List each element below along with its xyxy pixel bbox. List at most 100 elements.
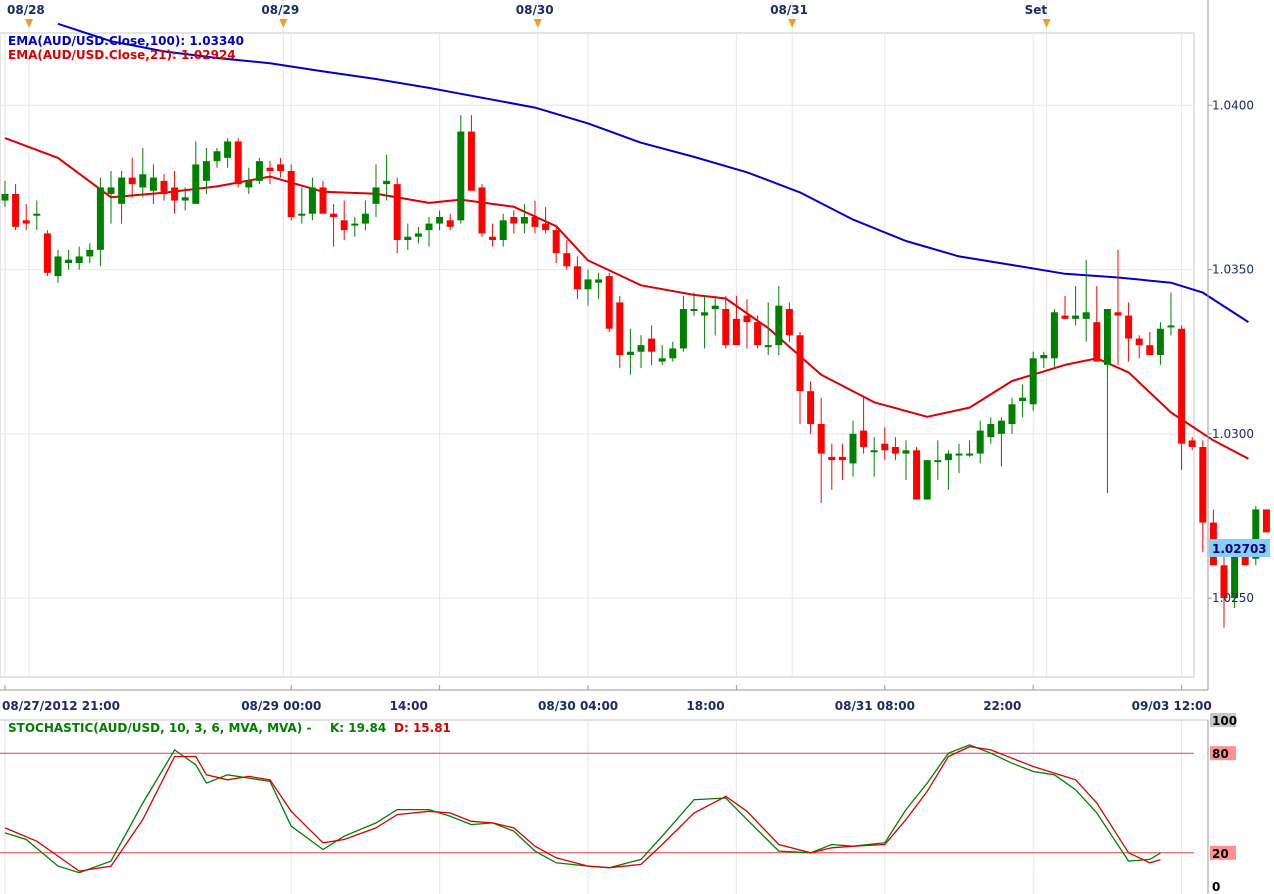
candle bbox=[902, 440, 910, 480]
candle-body bbox=[701, 312, 709, 316]
candle bbox=[976, 420, 984, 464]
candle-body bbox=[966, 453, 974, 456]
candle bbox=[425, 217, 433, 247]
candle-body bbox=[1199, 447, 1207, 523]
candle-body bbox=[171, 187, 179, 201]
candle bbox=[690, 292, 698, 316]
candle-body bbox=[1103, 309, 1111, 365]
candle bbox=[499, 213, 507, 247]
candle-body bbox=[817, 424, 825, 454]
day-marker-triangle bbox=[788, 19, 797, 28]
candle bbox=[245, 167, 253, 194]
candle bbox=[1199, 440, 1207, 553]
candle-body bbox=[881, 443, 889, 451]
candle bbox=[171, 171, 179, 214]
candle bbox=[542, 207, 550, 234]
candle bbox=[1, 180, 9, 208]
candle bbox=[531, 200, 539, 234]
candle-body bbox=[192, 164, 200, 204]
time-tick-label: 22:00 bbox=[983, 699, 1021, 713]
candle-body bbox=[732, 318, 740, 346]
candle bbox=[1114, 249, 1122, 365]
day-marker-label: Set bbox=[1025, 3, 1048, 17]
candle bbox=[340, 200, 348, 240]
time-tick-label: 08/30 04:00 bbox=[538, 699, 618, 713]
candle bbox=[139, 148, 147, 198]
candle-body bbox=[425, 223, 433, 231]
candle-body bbox=[1029, 358, 1037, 405]
candle-body bbox=[1114, 312, 1122, 316]
candle bbox=[414, 226, 422, 244]
candle bbox=[22, 203, 30, 231]
candle-body bbox=[298, 213, 306, 216]
ema-100-label: EMA(AUD/USD.Close,100): 1.03340 bbox=[8, 34, 244, 48]
candle bbox=[584, 269, 592, 306]
candle-body bbox=[330, 213, 338, 217]
stochastic-axis: 0 20 80 100 bbox=[1207, 713, 1237, 894]
candle bbox=[192, 141, 200, 204]
candle-body bbox=[1146, 345, 1154, 355]
stochastic-tick-label: 100 bbox=[1212, 714, 1237, 728]
candle-body bbox=[33, 213, 41, 216]
candle-body bbox=[1125, 315, 1133, 339]
candle-body bbox=[828, 456, 836, 461]
candle-body bbox=[1156, 328, 1164, 355]
candle-body bbox=[499, 220, 507, 240]
candlestick-layer bbox=[1, 115, 1270, 628]
candle bbox=[54, 249, 62, 283]
candle bbox=[202, 148, 210, 194]
candle-body bbox=[372, 187, 380, 204]
candle-body bbox=[107, 187, 115, 194]
stochastic-tick-label: 0 bbox=[1212, 880, 1220, 894]
ema-legend: EMA(AUD/USD.Close,100): 1.03340 EMA(AUD/… bbox=[8, 34, 244, 62]
candle-body bbox=[616, 302, 624, 355]
candle-body bbox=[944, 453, 952, 461]
candle-body bbox=[245, 180, 253, 188]
time-tick-label: 08/31 08:00 bbox=[835, 699, 915, 713]
candle-body bbox=[202, 161, 210, 181]
candle bbox=[510, 210, 518, 234]
candle bbox=[234, 138, 242, 188]
candle bbox=[224, 138, 232, 168]
candle bbox=[817, 397, 825, 503]
candle-body bbox=[955, 453, 963, 456]
candle-body bbox=[923, 460, 931, 500]
candle-body bbox=[308, 187, 316, 214]
candle bbox=[160, 174, 168, 201]
candle bbox=[616, 295, 624, 369]
candle bbox=[573, 256, 581, 300]
candle bbox=[913, 447, 921, 500]
candle-body bbox=[404, 236, 412, 240]
candle bbox=[1220, 552, 1228, 628]
day-marker-label: 08/28 bbox=[7, 3, 45, 17]
candle bbox=[1082, 259, 1090, 342]
candle bbox=[478, 184, 486, 237]
candle bbox=[754, 315, 762, 349]
candle bbox=[75, 246, 83, 270]
candle-body bbox=[65, 259, 73, 263]
time-tick-label: 18:00 bbox=[686, 699, 724, 713]
candle bbox=[457, 115, 465, 224]
candle-body bbox=[86, 249, 94, 257]
stochastic-d-line bbox=[4, 745, 1161, 872]
candle bbox=[870, 437, 878, 477]
last-price-badge bbox=[1209, 539, 1270, 557]
candle bbox=[128, 157, 136, 198]
price-gridlines bbox=[0, 0, 1194, 677]
candle-body bbox=[383, 180, 391, 185]
candle-body bbox=[658, 358, 666, 362]
candle bbox=[1019, 384, 1027, 418]
candle-body bbox=[648, 338, 656, 352]
candle bbox=[881, 427, 889, 461]
candle-body bbox=[796, 335, 804, 392]
candle bbox=[96, 177, 104, 267]
stochastic-level-badge bbox=[1210, 845, 1236, 860]
candle-body bbox=[669, 348, 677, 359]
candle bbox=[743, 299, 751, 349]
candle bbox=[298, 187, 306, 224]
candle bbox=[33, 200, 41, 231]
candle bbox=[552, 226, 560, 263]
candle-body bbox=[1061, 315, 1069, 319]
candle-body bbox=[934, 460, 942, 463]
candle bbox=[785, 302, 793, 342]
